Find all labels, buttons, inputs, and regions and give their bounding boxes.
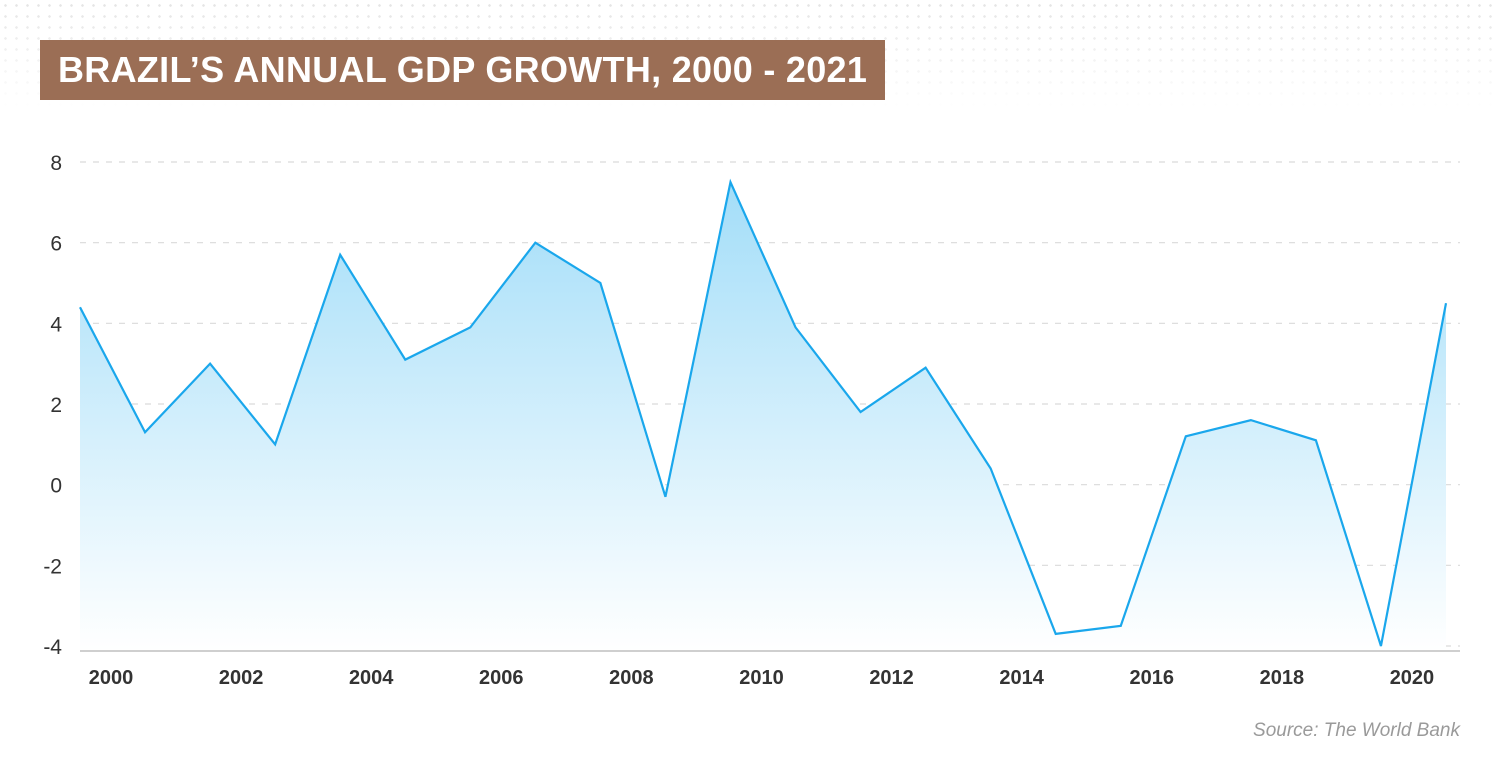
x-tick-label: 2000 bbox=[89, 667, 134, 689]
y-tick-label: -4 bbox=[43, 636, 62, 659]
x-tick-label: 2010 bbox=[739, 667, 784, 689]
y-tick-label: 8 bbox=[50, 152, 62, 175]
x-tick-label: 2002 bbox=[219, 667, 264, 689]
x-tick-label: 2014 bbox=[999, 667, 1044, 689]
chart-title: BRAZIL’S ANNUAL GDP GROWTH, 2000 - 2021 bbox=[40, 40, 886, 100]
x-tick-label: 2018 bbox=[1260, 667, 1305, 689]
y-tick-label: 2 bbox=[50, 394, 62, 417]
x-tick-label: 2012 bbox=[869, 667, 914, 689]
x-tick-label: 2006 bbox=[479, 667, 524, 689]
x-tick-label: 2008 bbox=[609, 667, 654, 689]
source-note: Source: The World Bank bbox=[1253, 720, 1460, 741]
area-fill bbox=[80, 182, 1446, 651]
y-tick-label: 6 bbox=[50, 233, 62, 256]
x-tick-label: 2004 bbox=[349, 667, 394, 689]
x-tick-label: 2016 bbox=[1130, 667, 1175, 689]
data-line bbox=[79, 178, 1448, 647]
y-tick-label: -2 bbox=[43, 555, 62, 578]
y-tick-label: 4 bbox=[50, 313, 62, 336]
y-tick-label: 0 bbox=[50, 475, 62, 498]
x-tick-label: 2020 bbox=[1390, 667, 1435, 689]
